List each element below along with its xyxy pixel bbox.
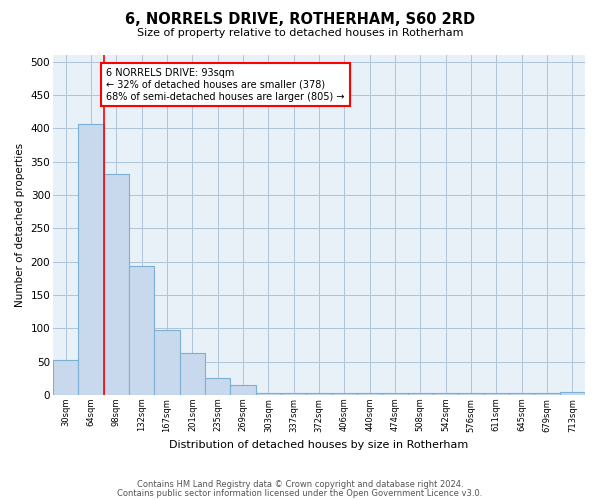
Bar [484, 393, 509, 395]
Y-axis label: Number of detached properties: Number of detached properties [15, 143, 25, 307]
Bar [535, 393, 560, 395]
Bar [180, 353, 205, 395]
Bar [256, 393, 281, 395]
Text: Contains HM Land Registry data © Crown copyright and database right 2024.: Contains HM Land Registry data © Crown c… [137, 480, 463, 489]
Bar [230, 385, 256, 395]
Bar [382, 393, 407, 395]
Bar [307, 393, 332, 395]
Text: Size of property relative to detached houses in Rotherham: Size of property relative to detached ho… [137, 28, 463, 38]
Bar [560, 392, 585, 395]
Bar [79, 124, 104, 395]
Bar [509, 393, 535, 395]
Bar [281, 393, 307, 395]
Bar [205, 378, 230, 395]
Bar [104, 174, 129, 395]
Bar [129, 266, 154, 395]
Bar [53, 360, 79, 395]
Bar [407, 393, 433, 395]
Bar [154, 330, 180, 395]
X-axis label: Distribution of detached houses by size in Rotherham: Distribution of detached houses by size … [169, 440, 469, 450]
Bar [458, 393, 484, 395]
Bar [332, 393, 357, 395]
Text: 6 NORRELS DRIVE: 93sqm
← 32% of detached houses are smaller (378)
68% of semi-de: 6 NORRELS DRIVE: 93sqm ← 32% of detached… [106, 68, 345, 102]
Bar [433, 393, 458, 395]
Text: 6, NORRELS DRIVE, ROTHERHAM, S60 2RD: 6, NORRELS DRIVE, ROTHERHAM, S60 2RD [125, 12, 475, 28]
Bar [357, 393, 382, 395]
Text: Contains public sector information licensed under the Open Government Licence v3: Contains public sector information licen… [118, 489, 482, 498]
